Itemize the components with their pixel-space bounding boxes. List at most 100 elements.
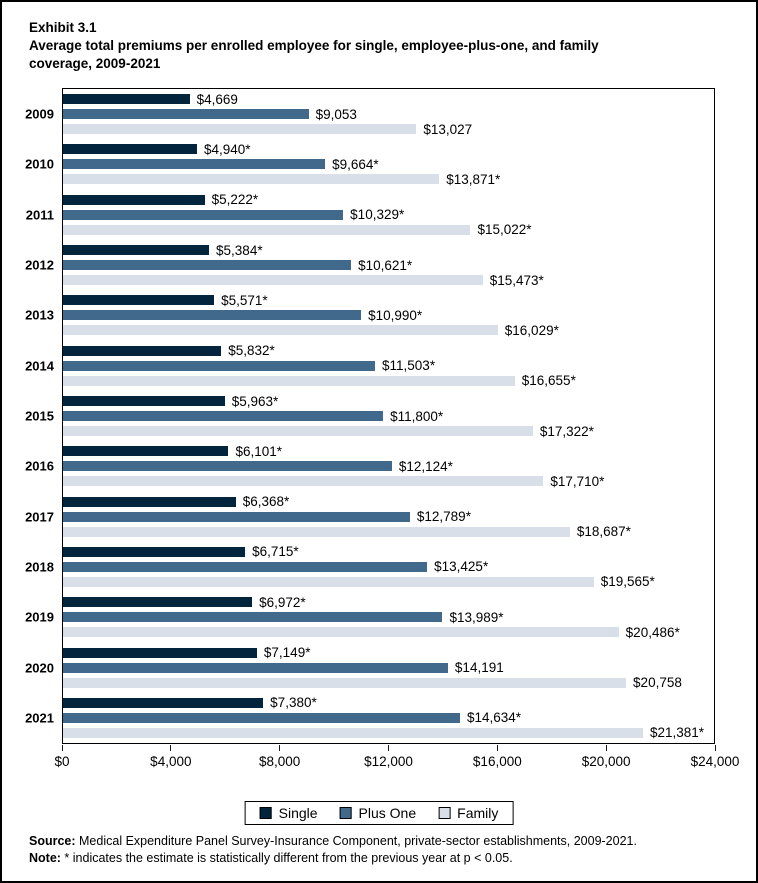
bar-plus-one <box>63 511 410 522</box>
note-line: Note: * indicates the estimate is statis… <box>29 850 637 867</box>
plot-area: 2009 $4,669 $9,053 $13,027 2010 $4,940* $9,664… <box>25 88 715 744</box>
bar-family <box>63 727 643 738</box>
bar-plus-one <box>63 109 309 120</box>
year-group-2011: 2011 $5,222* $10,329* $15,022* <box>26 190 714 240</box>
bar-row: $6,972* <box>63 596 714 609</box>
legend-label-plus-one: Plus One <box>358 805 417 821</box>
bar-value-label: $14,634* <box>466 710 521 726</box>
bar-row: $15,473* <box>63 273 714 287</box>
bar-plus-one <box>63 411 384 422</box>
note-text: * indicates the estimate is statisticall… <box>60 851 513 865</box>
bar-value-label: $7,380* <box>270 695 317 711</box>
bar-value-label: $4,940* <box>203 141 251 157</box>
bar-plus-one <box>63 461 392 472</box>
year-label: 2021 <box>25 710 54 726</box>
bar-row: $11,800* <box>63 409 714 423</box>
year-group-2021: 2021 $7,380* $14,634* $21,381* <box>25 693 714 743</box>
bar-single <box>63 194 205 205</box>
chart-title-line1: Average total premiums per enrolled empl… <box>29 38 599 53</box>
bar-single <box>63 245 210 256</box>
bar-value-label: $17,710* <box>550 473 605 489</box>
bar-row: $4,940* <box>63 141 714 157</box>
bar-single <box>63 496 236 507</box>
year-group-2016: 2016 $6,101* $12,124* $17,710* <box>25 441 714 491</box>
bar-row: $18,687* <box>63 524 714 540</box>
bar-value-label: $10,990* <box>368 307 423 323</box>
bar-row: $12,789* <box>63 510 714 523</box>
bar-value-label: $5,832* <box>228 343 275 359</box>
bar-family <box>63 124 417 135</box>
bar-row: $15,022* <box>63 222 714 238</box>
bar-row: $6,101* <box>63 445 714 458</box>
bar-row: $5,963* <box>63 393 714 409</box>
bar-family <box>63 476 544 487</box>
bar-family <box>63 526 570 537</box>
bar-row: $7,380* <box>63 695 714 711</box>
bar-family <box>63 275 483 286</box>
bar-value-label: $18,687* <box>576 524 631 540</box>
bar-row: $9,053 <box>63 107 714 121</box>
bar-row: $13,027 <box>63 122 714 136</box>
bar-row: $20,486* <box>63 624 714 640</box>
bar-row: $13,989* <box>63 611 714 624</box>
bar-value-label: $19,565* <box>600 574 655 590</box>
bar-value-label: $16,029* <box>504 322 559 338</box>
bar-row: $16,029* <box>63 322 714 338</box>
legend-swatch-single <box>259 807 272 819</box>
bar-family <box>63 174 440 185</box>
year-group-2010: 2010 $4,940* $9,664* $13,871* <box>25 139 714 189</box>
legend-item-single: Single <box>259 805 318 821</box>
x-axis-tick-label: $8,000 <box>259 754 301 769</box>
bar-row: $11,503* <box>63 359 714 372</box>
bar-value-label: $5,222* <box>211 192 259 208</box>
bar-value-label: $5,963* <box>231 393 279 409</box>
bar-row: $21,381* <box>63 726 714 740</box>
bar-row: $14,191 <box>63 661 714 674</box>
year-group-2018: 2018 $6,715* $13,425* $19,565* <box>25 542 714 592</box>
bar-row: $5,222* <box>63 192 714 208</box>
bar-value-label: $20,486* <box>625 624 680 640</box>
bar-plus-one <box>63 159 326 170</box>
bar-value-label: $15,022* <box>477 222 532 238</box>
bar-plus-one <box>63 612 443 623</box>
bar-single <box>63 345 222 356</box>
bar-family <box>63 677 627 688</box>
year-group-2009: 2009 $4,669 $9,053 $13,027 <box>25 89 714 139</box>
x-axis-tick <box>170 745 172 751</box>
year-label: 2011 <box>25 207 54 223</box>
x-axis-tick <box>61 745 63 751</box>
bar-plus-one <box>63 662 448 673</box>
bar-row: $10,990* <box>63 307 714 323</box>
year-label: 2012 <box>25 257 54 273</box>
bar-single <box>63 144 197 155</box>
bar-value-label: $6,715* <box>252 544 299 560</box>
bar-value-label: $6,368* <box>242 494 290 510</box>
year-group-2019: 2019 $6,972* $13,989* $20,486* <box>25 592 714 642</box>
legend-label-single: Single <box>278 805 318 821</box>
bar-row: $5,384* <box>63 242 714 258</box>
bar-value-label: $13,425* <box>434 559 489 575</box>
year-group-2017: 2017 $6,368* $12,789* $18,687* <box>25 492 714 542</box>
chart-title-line2: coverage, 2009-2021 <box>29 56 161 71</box>
bar-family <box>63 224 471 235</box>
legend-swatch-family <box>438 807 451 819</box>
bar-single <box>63 446 229 457</box>
x-axis-tick-label: $20,000 <box>581 754 631 769</box>
note-label: Note: <box>29 851 61 865</box>
bar-single <box>63 647 257 658</box>
source-text: Medical Expenditure Panel Survey-Insuran… <box>75 834 637 848</box>
x-axis-tick <box>605 745 607 751</box>
bar-value-label: $13,871* <box>446 171 501 187</box>
year-label: 2017 <box>25 509 54 525</box>
bar-row: $5,832* <box>63 343 714 359</box>
bar-row: $19,565* <box>63 574 714 590</box>
bar-plus-one <box>63 209 344 220</box>
bar-value-label: $5,384* <box>216 242 263 258</box>
title-block: Exhibit 3.1 Average total premiums per e… <box>29 19 599 73</box>
bar-value-label: $4,669 <box>196 91 238 107</box>
legend-label-family: Family <box>457 805 499 821</box>
year-group-2013: 2013 $5,571* $10,990* $16,029* <box>25 290 714 340</box>
bar-row: $13,871* <box>63 171 714 187</box>
bar-value-label: $9,664* <box>332 156 379 172</box>
bar-row: $10,621* <box>63 258 714 272</box>
